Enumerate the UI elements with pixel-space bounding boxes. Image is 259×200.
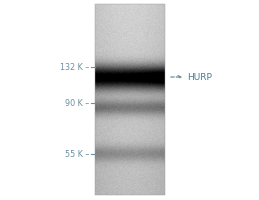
Text: 55 K –: 55 K – — [65, 150, 89, 159]
Text: HURP: HURP — [187, 73, 212, 82]
Text: 132 K –: 132 K – — [60, 63, 89, 72]
Text: 90 K –: 90 K – — [65, 99, 89, 108]
Bar — [95, 5, 165, 195]
Bar — [95, 5, 165, 195]
